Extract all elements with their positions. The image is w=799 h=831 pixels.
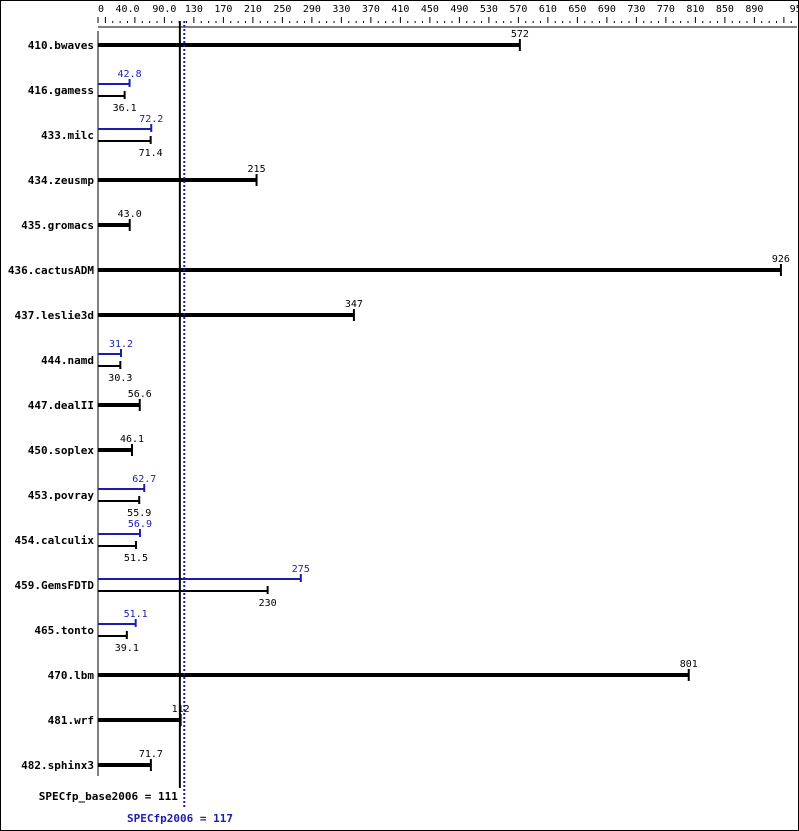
base-value-label: 801 <box>680 659 698 670</box>
base-bar <box>98 545 136 547</box>
base-bar <box>98 95 125 97</box>
tick-label: 0 <box>98 4 104 15</box>
base-bar <box>98 590 268 592</box>
base-bar <box>98 313 354 317</box>
tick-label: 250 <box>273 4 291 15</box>
peak-value-label: 72.2 <box>139 114 163 125</box>
base-bar <box>98 403 140 407</box>
base-bar <box>98 268 781 272</box>
category-label: 447.dealII <box>28 399 94 412</box>
category-label: 450.soplex <box>28 444 95 457</box>
peak-bar <box>98 623 136 625</box>
tick-label: 530 <box>480 4 498 15</box>
peak-bar <box>98 353 122 355</box>
base-bar <box>98 365 121 367</box>
category-label: 481.wrf <box>48 714 94 727</box>
tick-label: 410 <box>391 4 409 15</box>
peak-bar <box>98 533 140 535</box>
base-value-label: 43.0 <box>118 209 142 220</box>
base-value-label: 71.4 <box>139 148 163 159</box>
tick-label: 130 <box>185 4 203 15</box>
category-label: 434.zeusmp <box>28 174 95 187</box>
base-value-label: 55.9 <box>127 508 151 519</box>
category-label: 437.leslie3d <box>15 309 94 322</box>
tick-label: 330 <box>332 4 350 15</box>
base-bar <box>98 635 127 637</box>
tick-label: 210 <box>244 4 262 15</box>
category-label: 433.milc <box>41 129 94 142</box>
tick-label: 370 <box>362 4 380 15</box>
tick-label: 650 <box>568 4 586 15</box>
category-label: 410.bwaves <box>28 39 94 52</box>
category-label: 470.lbm <box>48 669 95 682</box>
base-bar <box>98 448 132 452</box>
base-value-label: 347 <box>345 299 363 310</box>
base-value-label: 230 <box>259 598 277 609</box>
peak-bar <box>98 128 152 130</box>
peak-reference-label: SPECfp2006 = 117 <box>127 812 233 825</box>
tick-label: 490 <box>450 4 468 15</box>
base-value-label: 51.5 <box>124 553 148 564</box>
peak-bar <box>98 83 130 85</box>
category-label: 465.tonto <box>34 624 94 637</box>
base-bar <box>98 43 520 47</box>
category-label: 459.GemsFDTD <box>15 579 95 592</box>
category-label: 416.gamess <box>28 84 94 97</box>
base-bar <box>98 140 151 142</box>
base-bar <box>98 178 257 182</box>
category-label: 454.calculix <box>15 534 95 547</box>
tick-label: 890 <box>745 4 763 15</box>
base-bar <box>98 763 151 767</box>
peak-bar <box>98 488 145 490</box>
peak-value-label: 56.9 <box>128 519 152 530</box>
tick-label: 690 <box>598 4 616 15</box>
category-label: 444.namd <box>41 354 94 367</box>
tick-label: 170 <box>214 4 232 15</box>
base-value-label: 572 <box>511 29 529 40</box>
peak-value-label: 51.1 <box>124 609 148 620</box>
tick-label: 610 <box>539 4 557 15</box>
peak-value-label: 275 <box>292 564 310 575</box>
tick-label: 570 <box>509 4 527 15</box>
base-value-label: 71.7 <box>139 749 163 760</box>
peak-bar <box>98 578 301 580</box>
peak-value-label: 42.8 <box>118 69 142 80</box>
base-value-label: 39.1 <box>115 643 139 654</box>
base-value-label: 36.1 <box>113 103 137 114</box>
base-value-label: 56.6 <box>128 389 152 400</box>
base-bar <box>98 718 181 722</box>
base-bar <box>98 223 130 227</box>
category-label: 435.gromacs <box>21 219 94 232</box>
category-label: 482.sphinx3 <box>21 759 94 772</box>
base-value-label: 30.3 <box>108 373 132 384</box>
tick-label: 850 <box>716 4 734 15</box>
tick-label: 40.0 <box>115 4 139 15</box>
tick-label: 950 <box>790 4 798 15</box>
tick-label: 810 <box>686 4 704 15</box>
category-label: 453.povray <box>28 489 95 502</box>
peak-value-label: 31.2 <box>109 339 133 350</box>
base-value-label: 926 <box>772 254 790 265</box>
base-reference-label: SPECfp_base2006 = 111 <box>39 790 178 803</box>
tick-label: 730 <box>627 4 645 15</box>
base-bar <box>98 500 140 502</box>
tick-label: 90.0 <box>152 4 176 15</box>
tick-label: 770 <box>657 4 675 15</box>
category-label: 436.cactusADM <box>8 264 94 277</box>
peak-value-label: 62.7 <box>132 474 156 485</box>
base-bar <box>98 673 689 677</box>
tick-label: 290 <box>303 4 321 15</box>
base-value-label: 46.1 <box>120 434 144 445</box>
base-value-label: 215 <box>248 164 266 175</box>
tick-label: 450 <box>421 4 439 15</box>
